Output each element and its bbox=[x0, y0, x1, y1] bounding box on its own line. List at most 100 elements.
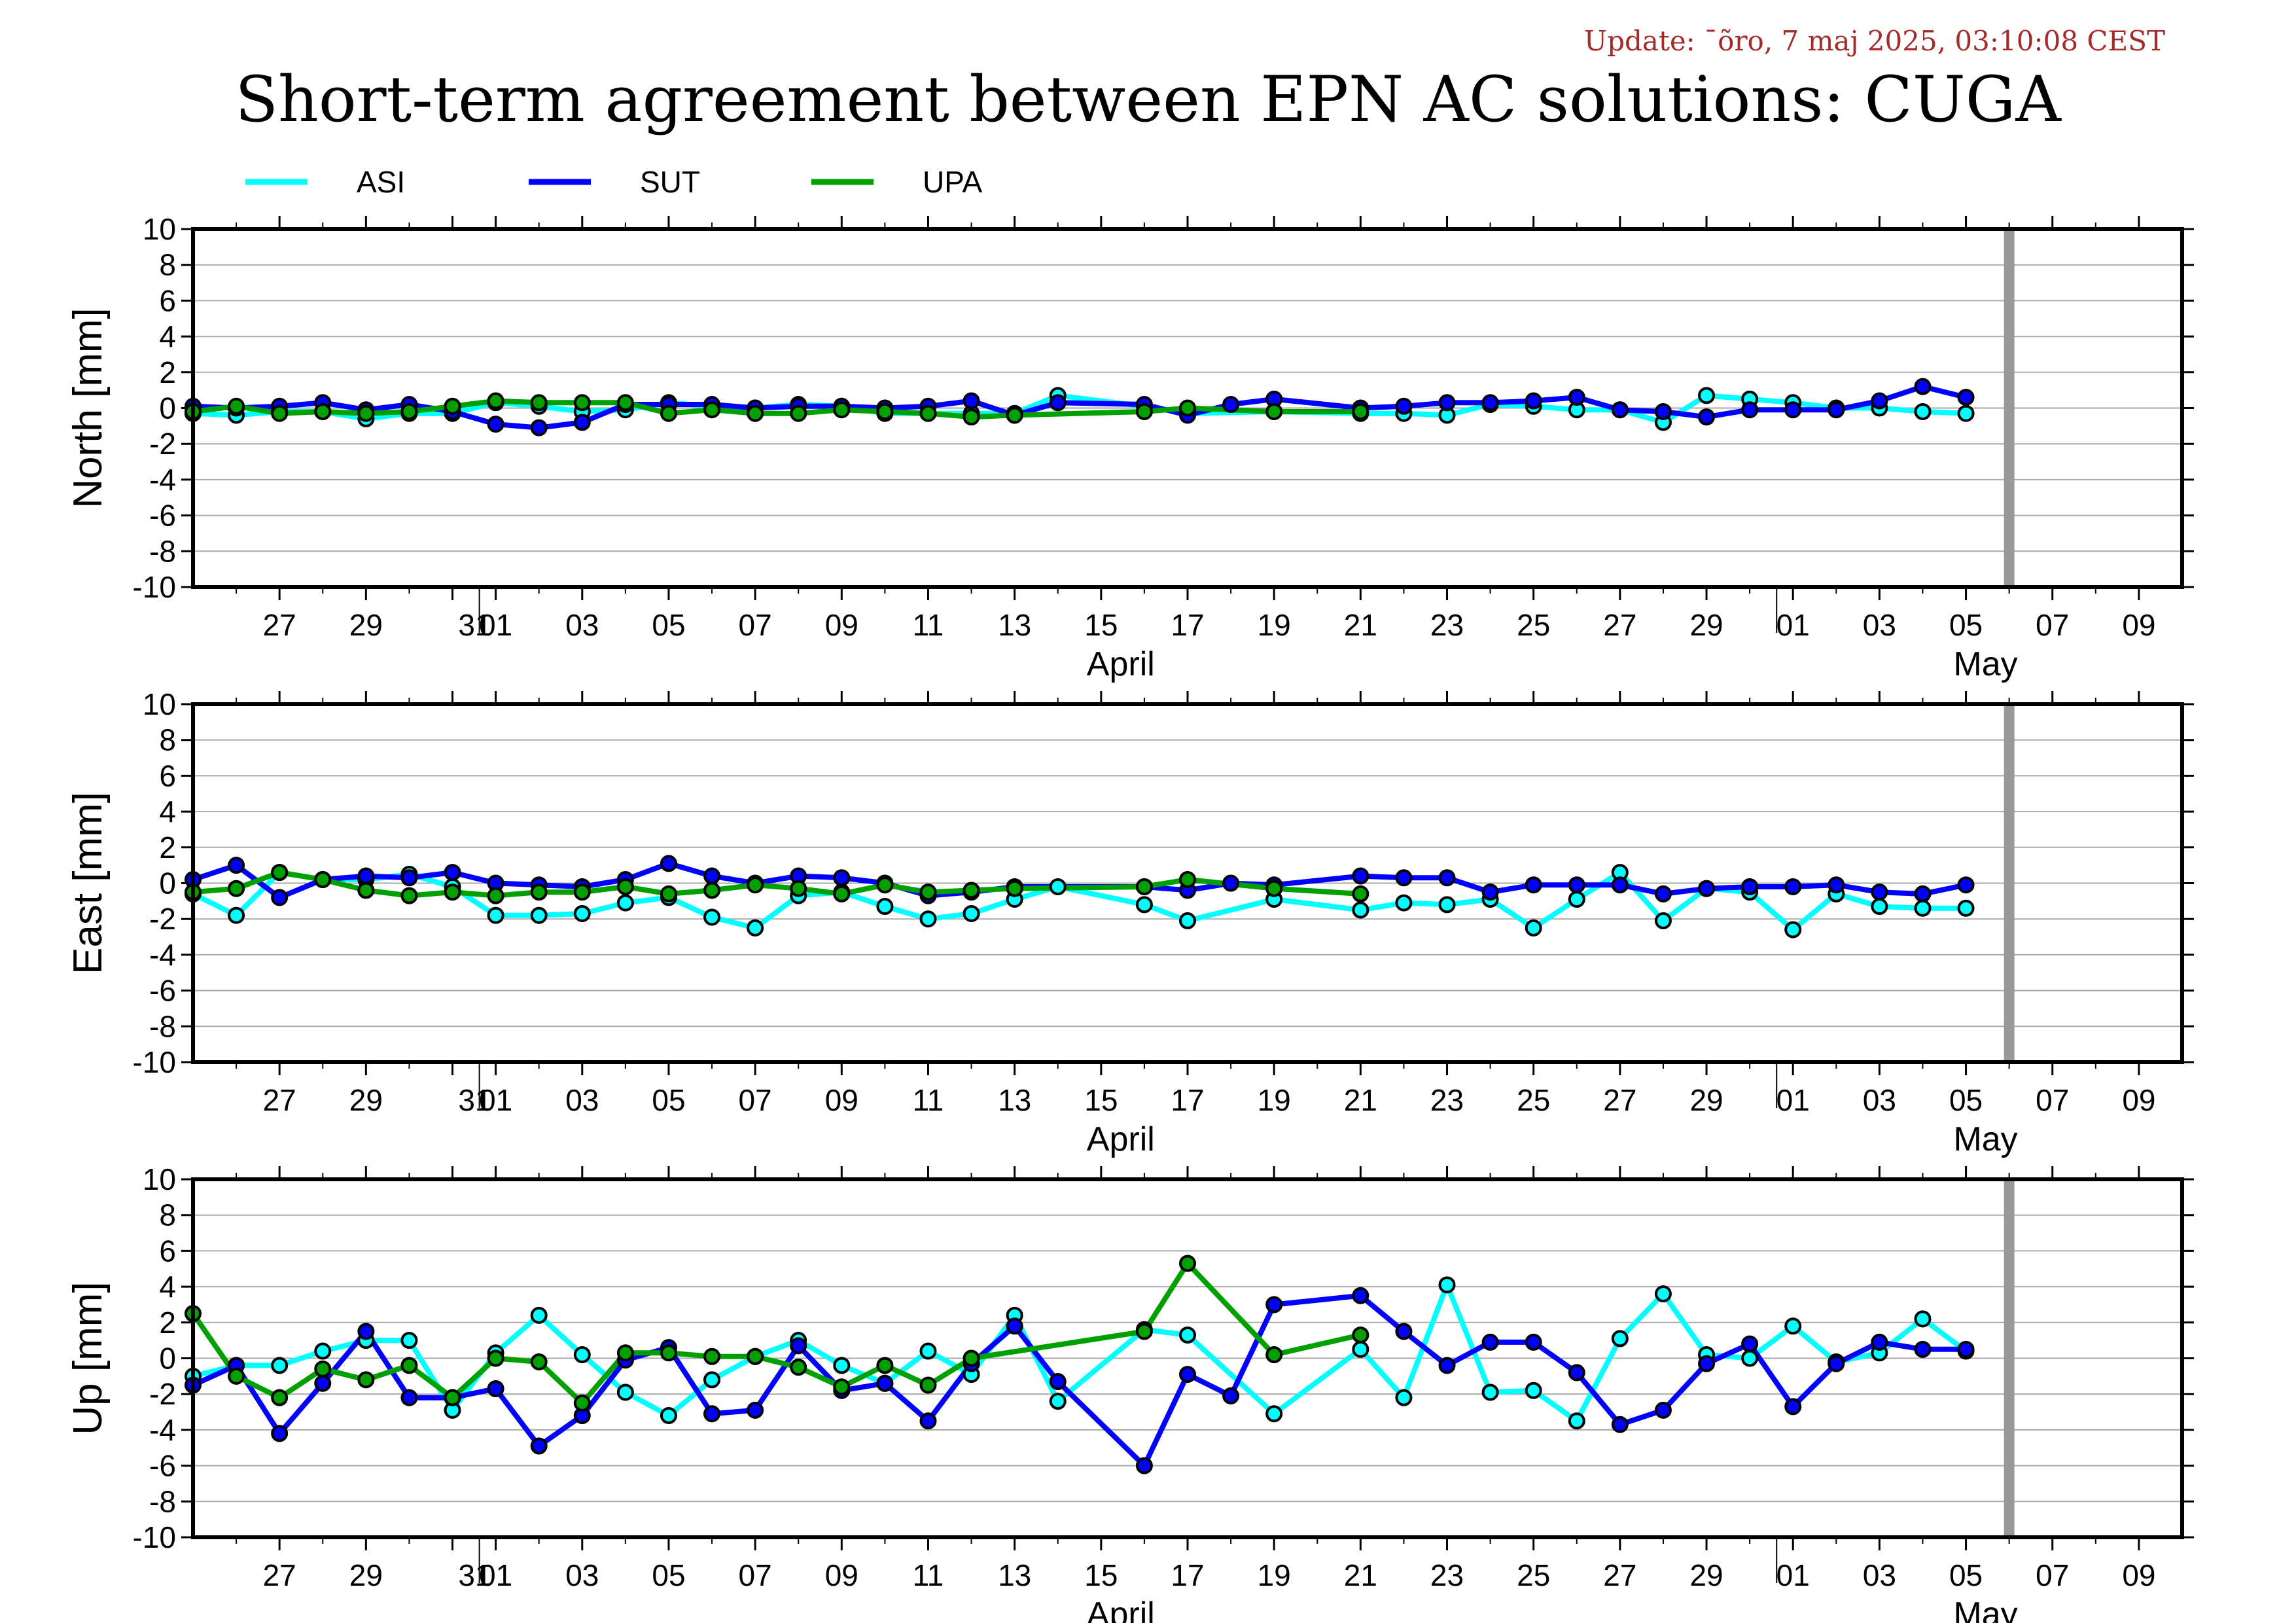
data-point-upa bbox=[1352, 402, 1369, 420]
data-point-upa bbox=[919, 1376, 937, 1394]
data-point-upa bbox=[1265, 402, 1283, 420]
series-line-sut bbox=[192, 1293, 1966, 1469]
x-tick-label: 07 bbox=[2036, 608, 2069, 642]
data-point-sut bbox=[1006, 1317, 1023, 1335]
data-point-asi bbox=[228, 906, 245, 924]
data-point-asi bbox=[616, 1383, 634, 1401]
data-point-upa bbox=[357, 404, 375, 422]
data-point-sut bbox=[271, 889, 289, 906]
data-point-upa bbox=[876, 876, 894, 894]
data-point-upa bbox=[876, 1357, 894, 1374]
x-tick-label: 07 bbox=[739, 1083, 772, 1117]
data-point-asi bbox=[1654, 1285, 1672, 1303]
x-tick-label: 27 bbox=[1603, 1083, 1636, 1117]
data-point-upa bbox=[487, 1349, 504, 1367]
data-point-sut bbox=[919, 1412, 937, 1430]
x-tick-label: 15 bbox=[1084, 1558, 1118, 1592]
x-tick-label: 19 bbox=[1258, 1558, 1291, 1592]
y-tick-label: 4 bbox=[159, 1270, 176, 1304]
y-tick-label: 0 bbox=[159, 391, 176, 425]
data-point-upa bbox=[228, 880, 245, 897]
data-point-upa bbox=[963, 882, 980, 899]
data-point-sut bbox=[444, 864, 461, 882]
data-point-asi bbox=[1179, 912, 1196, 929]
data-point-sut bbox=[1871, 1333, 1888, 1351]
data-point-upa bbox=[1265, 880, 1283, 897]
data-point-upa bbox=[963, 408, 980, 426]
y-tick-label: 0 bbox=[159, 866, 176, 901]
data-point-sut bbox=[1784, 401, 1802, 419]
data-point-asi bbox=[1438, 1276, 1456, 1294]
data-point-upa bbox=[271, 864, 289, 882]
month-label: May bbox=[1953, 1596, 2017, 1623]
x-tick-label: 09 bbox=[2122, 1083, 2155, 1117]
y-axis-label: Up [mm] bbox=[65, 1281, 111, 1435]
plot-frame bbox=[191, 702, 2184, 1064]
data-point-upa bbox=[357, 882, 375, 899]
x-tick-label: 13 bbox=[998, 1083, 1031, 1117]
data-point-asi bbox=[1395, 894, 1413, 912]
data-point-sut bbox=[1395, 869, 1413, 887]
y-tick-label: 2 bbox=[159, 830, 176, 865]
data-point-upa bbox=[444, 883, 461, 901]
data-point-upa bbox=[833, 885, 851, 902]
data-point-asi bbox=[1481, 1383, 1499, 1401]
data-point-upa bbox=[314, 871, 332, 889]
data-point-sut bbox=[1957, 389, 1975, 406]
y-tick-label: 6 bbox=[159, 283, 176, 317]
x-tick-label: 29 bbox=[1689, 1083, 1723, 1117]
data-point-asi bbox=[1611, 1330, 1629, 1347]
data-point-asi bbox=[963, 904, 980, 922]
x-tick-label: 05 bbox=[1949, 1083, 1983, 1117]
x-tick-label: 07 bbox=[2036, 1083, 2069, 1117]
x-tick-label: 05 bbox=[652, 1558, 685, 1592]
data-point-asi bbox=[1438, 896, 1456, 914]
data-point-sut bbox=[1914, 1340, 1932, 1358]
data-point-upa bbox=[703, 401, 721, 419]
current-date-marker bbox=[2004, 229, 2015, 587]
data-point-upa bbox=[660, 885, 677, 902]
legend-label-upa: UPA bbox=[923, 165, 982, 199]
data-point-sut bbox=[747, 1401, 764, 1419]
data-point-upa bbox=[573, 1394, 591, 1412]
data-point-sut bbox=[1957, 876, 1975, 894]
data-point-asi bbox=[616, 894, 634, 912]
data-point-sut bbox=[1568, 1364, 1585, 1382]
data-point-asi bbox=[1698, 387, 1716, 404]
x-tick-label: 15 bbox=[1084, 1083, 1118, 1117]
y-tick-label: -2 bbox=[149, 1377, 176, 1411]
data-point-upa bbox=[703, 882, 721, 899]
y-tick-label: 10 bbox=[143, 212, 176, 246]
y-tick-label: -4 bbox=[149, 938, 176, 972]
chart-title: Short-term agreement between EPN AC solu… bbox=[235, 63, 2061, 136]
y-tick-label: 6 bbox=[159, 1234, 176, 1268]
x-tick-label: 27 bbox=[263, 608, 296, 642]
data-point-sut bbox=[703, 867, 721, 885]
data-point-sut bbox=[1828, 1355, 1845, 1372]
data-point-upa bbox=[487, 392, 504, 410]
x-tick-label: 29 bbox=[1689, 608, 1723, 642]
x-tick-label: 29 bbox=[1689, 1558, 1723, 1592]
y-tick-label: 4 bbox=[159, 794, 176, 829]
data-point-sut bbox=[487, 416, 504, 433]
data-point-upa bbox=[833, 401, 851, 419]
data-point-asi bbox=[487, 906, 504, 924]
data-point-sut bbox=[1438, 394, 1456, 412]
data-point-asi bbox=[1914, 402, 1932, 420]
data-point-asi bbox=[1741, 1349, 1759, 1367]
y-tick-label: -4 bbox=[149, 463, 176, 497]
data-point-upa bbox=[876, 402, 894, 420]
data-point-upa bbox=[314, 1360, 332, 1378]
data-point-sut bbox=[1525, 392, 1542, 410]
y-tick-label: -8 bbox=[149, 1484, 176, 1518]
data-point-sut bbox=[1828, 401, 1845, 419]
data-point-asi bbox=[573, 904, 591, 922]
data-point-asi bbox=[919, 910, 937, 928]
data-point-upa bbox=[444, 397, 461, 415]
y-tick-label: -10 bbox=[133, 1045, 176, 1079]
data-point-sut bbox=[357, 1323, 375, 1340]
data-point-sut bbox=[1481, 394, 1499, 412]
x-tick-label: 29 bbox=[349, 1558, 383, 1592]
data-point-asi bbox=[747, 919, 764, 936]
